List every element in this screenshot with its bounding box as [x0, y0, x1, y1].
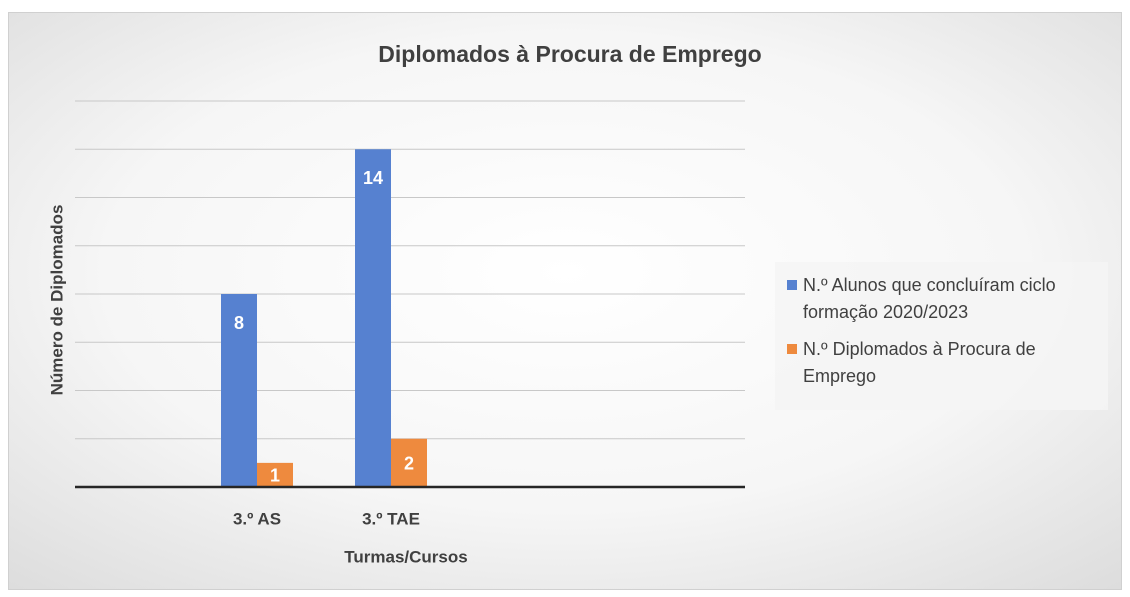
x-tick-label: 3.º AS: [233, 509, 281, 528]
data-label: 8: [234, 313, 244, 333]
bar: [355, 149, 391, 487]
x-axis-title: Turmas/Cursos: [344, 547, 467, 566]
bar: [391, 438, 427, 487]
bar: [221, 294, 257, 487]
bar: [257, 462, 293, 487]
data-label: 14: [363, 168, 383, 188]
legend-swatch: [787, 344, 797, 354]
legend-entry: N.º Alunos que concluíram ciclo formação…: [787, 272, 1098, 326]
x-tick-label: 3.º TAE: [362, 509, 420, 528]
legend-label: N.º Diplomados à Procura de Emprego: [803, 339, 1036, 386]
data-label: 1: [270, 466, 280, 486]
chart-title: Diplomados à Procura de Emprego: [378, 41, 761, 67]
legend-entry: N.º Diplomados à Procura de Emprego: [787, 336, 1098, 390]
legend: N.º Alunos que concluíram ciclo formação…: [775, 262, 1108, 410]
legend-swatch: [787, 280, 797, 290]
data-label: 2: [404, 454, 414, 474]
y-axis-title: Número de Diplomados: [47, 205, 66, 396]
legend-label: N.º Alunos que concluíram ciclo formação…: [803, 275, 1056, 322]
